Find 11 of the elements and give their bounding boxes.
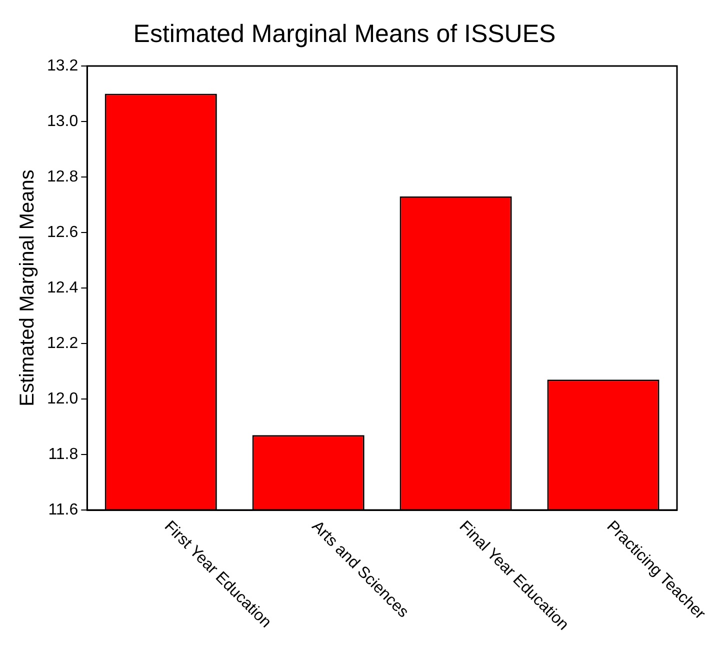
chart-title: Estimated Marginal Means of ISSUES bbox=[133, 20, 556, 48]
y-tick-label: 12.4 bbox=[47, 279, 78, 296]
y-tick-label: 12.6 bbox=[47, 224, 78, 241]
y-tick-label: 11.6 bbox=[48, 501, 78, 518]
y-tick-label: 13.2 bbox=[47, 57, 78, 74]
y-tick-label: 13.0 bbox=[47, 112, 78, 130]
y-axis-title: Estimated Marginal Means bbox=[16, 170, 39, 406]
y-tick-label: 12.2 bbox=[47, 334, 78, 352]
y-tick-label: 12.0 bbox=[47, 390, 78, 408]
y-tick-label: 11.8 bbox=[48, 446, 78, 463]
y-tick-label: 12.8 bbox=[47, 168, 78, 186]
